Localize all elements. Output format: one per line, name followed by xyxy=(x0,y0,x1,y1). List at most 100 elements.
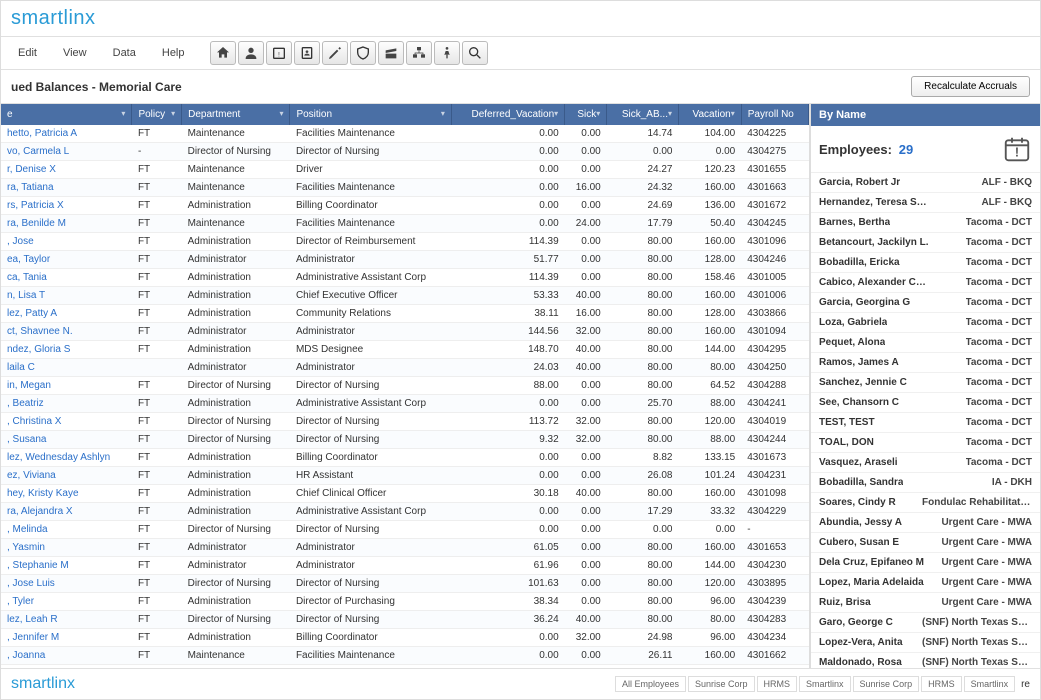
org-icon[interactable] xyxy=(406,41,432,65)
employee-item[interactable]: Garo, George C(SNF) North Texas Senior xyxy=(811,613,1040,633)
col-policy[interactable]: Policy ▾ xyxy=(132,104,182,125)
table-row[interactable]: hetto, Patricia AFTMaintenanceFacilities… xyxy=(1,125,809,143)
col-sick[interactable]: Sick ▾ xyxy=(565,104,607,125)
filter-icon[interactable]: ▾ xyxy=(731,109,735,118)
employee-item[interactable]: Cubero, Susan EUrgent Care - MWA xyxy=(811,533,1040,553)
table-row[interactable]: in, MeganFTDirector of NursingDirector o… xyxy=(1,377,809,395)
col-payroll[interactable]: Payroll No xyxy=(741,104,808,125)
clapper-icon[interactable] xyxy=(378,41,404,65)
footer-link[interactable]: HRMS xyxy=(921,676,962,692)
filter-icon[interactable]: ▾ xyxy=(121,109,125,118)
table-row[interactable]: , YasminFTAdministratorAdministrator61.0… xyxy=(1,539,809,557)
employee-item[interactable]: TOAL, DONTacoma - DCT xyxy=(811,433,1040,453)
shield-icon[interactable] xyxy=(350,41,376,65)
col-department[interactable]: Department ▾ xyxy=(182,104,290,125)
table-row[interactable]: , BeatrizFTAdministrationAdministrative … xyxy=(1,395,809,413)
table-row[interactable]: rs, Patricia XFTAdministrationBilling Co… xyxy=(1,197,809,215)
employee-item[interactable]: Hernandez, Teresa SofiaALF - BKQ xyxy=(811,193,1040,213)
menu-edit[interactable]: Edit xyxy=(7,43,48,63)
balances-table-wrap[interactable]: e ▾Policy ▾Department ▾Position ▾Deferre… xyxy=(1,104,810,668)
employee-item[interactable]: Barnes, BerthaTacoma - DCT xyxy=(811,213,1040,233)
accessible-icon[interactable] xyxy=(434,41,460,65)
table-row[interactable]: r, Denise XFTMaintenanceDriver0.000.0024… xyxy=(1,161,809,179)
pencil-icon[interactable] xyxy=(322,41,348,65)
filter-icon[interactable]: ▾ xyxy=(596,109,600,118)
table-row[interactable]: ra, TatianaFTMaintenanceFacilities Maint… xyxy=(1,179,809,197)
employee-item[interactable]: Bobadilla, SandraIA - DKH xyxy=(811,473,1040,493)
employee-item[interactable]: Ruiz, BrisaUrgent Care - MWA xyxy=(811,593,1040,613)
employee-item[interactable]: Lopez-Vera, Anita(SNF) North Texas Senio… xyxy=(811,633,1040,653)
employee-item[interactable]: Betancourt, Jackilyn L.Tacoma - DCT xyxy=(811,233,1040,253)
table-row[interactable]: lez, Patty AFTAdministrationCommunity Re… xyxy=(1,305,809,323)
employee-item[interactable]: Sanchez, Jennie CTacoma - DCT xyxy=(811,373,1040,393)
calendar-alert-icon[interactable]: ! xyxy=(266,41,292,65)
calendar-alert-icon[interactable]: ! xyxy=(1002,134,1032,164)
col-vacation[interactable]: Vacation ▾ xyxy=(679,104,742,125)
table-row[interactable]: , JoseFTAdministrationDirector of Reimbu… xyxy=(1,233,809,251)
table-row[interactable]: lez, Wednesday AshlynFTAdministrationBil… xyxy=(1,449,809,467)
col-sick_ab[interactable]: Sick_AB... ▾ xyxy=(607,104,679,125)
menu-view[interactable]: View xyxy=(52,43,98,63)
table-row[interactable]: ndez, Gloria SFTAdministrationMDS Design… xyxy=(1,341,809,359)
employee-item[interactable]: Garcia, Robert JrALF - BKQ xyxy=(811,173,1040,193)
col-position[interactable]: Position ▾ xyxy=(290,104,451,125)
footer-link[interactable]: Smartlinx xyxy=(964,676,1016,692)
filter-icon[interactable]: ▾ xyxy=(441,109,445,118)
employee-item[interactable]: Pequet, AlonaTacoma - DCT xyxy=(811,333,1040,353)
employee-item[interactable]: Dela Cruz, Epifaneo MUrgent Care - MWA xyxy=(811,553,1040,573)
employee-item[interactable]: Ramos, James ATacoma - DCT xyxy=(811,353,1040,373)
id-badge-icon[interactable] xyxy=(294,41,320,65)
table-row[interactable]: ca, TaniaFTAdministrationAdministrative … xyxy=(1,269,809,287)
filter-icon[interactable]: ▾ xyxy=(279,109,283,118)
table-row[interactable]: , Stephanie MFTAdministratorAdministrato… xyxy=(1,557,809,575)
employee-item[interactable]: Lopez, Maria AdelaidaUrgent Care - MWA xyxy=(811,573,1040,593)
employee-item[interactable]: Bobadilla, ErickaTacoma - DCT xyxy=(811,253,1040,273)
table-row[interactable]: n, Lisa TFTAdministrationChief Executive… xyxy=(1,287,809,305)
table-row[interactable]: , SusanaFTDirector of NursingDirector of… xyxy=(1,431,809,449)
employee-item[interactable]: Soares, Cindy RFondulac Rehabilitation & xyxy=(811,493,1040,513)
panel-header-by-name[interactable]: By Name xyxy=(811,104,1040,126)
cell-deferred: 148.70 xyxy=(451,341,564,359)
footer-link[interactable]: Sunrise Corp xyxy=(853,676,920,692)
footer-link[interactable]: All Employees xyxy=(615,676,686,692)
employee-item[interactable]: Abundia, Jessy AUrgent Care - MWA xyxy=(811,513,1040,533)
footer-link[interactable]: Smartlinx xyxy=(799,676,851,692)
table-row[interactable]: ct, Shavnee N.FTAdministratorAdministrat… xyxy=(1,323,809,341)
table-row[interactable]: laila CAdministratorAdministrator24.0340… xyxy=(1,359,809,377)
home-icon[interactable] xyxy=(210,41,236,65)
cell-sick: 0.00 xyxy=(565,521,607,539)
employee-item[interactable]: Vasquez, AraseliTacoma - DCT xyxy=(811,453,1040,473)
filter-icon[interactable]: ▾ xyxy=(171,109,175,118)
employee-item[interactable]: See, Chansorn CTacoma - DCT xyxy=(811,393,1040,413)
recalculate-button[interactable]: Recalculate Accruals xyxy=(911,76,1030,97)
table-row[interactable]: ea, TaylorFTAdministratorAdministrator51… xyxy=(1,251,809,269)
footer-link[interactable]: Sunrise Corp xyxy=(688,676,755,692)
filter-icon[interactable]: ▾ xyxy=(554,109,558,118)
filter-icon[interactable]: ▾ xyxy=(668,109,672,118)
table-row[interactable]: , TylerFTAdministrationDirector of Purch… xyxy=(1,593,809,611)
table-row[interactable]: , Jennifer MFTAdministrationBilling Coor… xyxy=(1,629,809,647)
table-row[interactable]: ra, Alejandra XFTAdministrationAdministr… xyxy=(1,503,809,521)
table-row[interactable]: hey, Kristy KayeFTAdministrationChief Cl… xyxy=(1,485,809,503)
table-row[interactable]: , JoannaFTMaintenanceFacilities Maintena… xyxy=(1,647,809,665)
col-name[interactable]: e ▾ xyxy=(1,104,132,125)
table-row[interactable]: lez, Leah RFTDirector of NursingDirector… xyxy=(1,611,809,629)
table-row[interactable]: ra, Benilde MFTMaintenanceFacilities Mai… xyxy=(1,215,809,233)
menu-help[interactable]: Help xyxy=(151,43,196,63)
employees-list[interactable]: Garcia, Robert JrALF - BKQHernandez, Ter… xyxy=(811,173,1040,668)
table-row[interactable]: vo, Carmela L-Director of NursingDirecto… xyxy=(1,143,809,161)
employee-item[interactable]: Loza, GabrielaTacoma - DCT xyxy=(811,313,1040,333)
table-row[interactable]: , Jose LuisFTDirector of NursingDirector… xyxy=(1,575,809,593)
col-deferred[interactable]: Deferred_Vacation ▾ xyxy=(451,104,564,125)
table-row[interactable]: ez, VivianaFTAdministrationHR Assistant0… xyxy=(1,467,809,485)
table-row[interactable]: , MelindaFTDirector of NursingDirector o… xyxy=(1,521,809,539)
table-row[interactable]: , Christina XFTDirector of NursingDirect… xyxy=(1,413,809,431)
footer-link[interactable]: HRMS xyxy=(757,676,798,692)
employee-item[interactable]: TEST, TESTTacoma - DCT xyxy=(811,413,1040,433)
employee-item[interactable]: Garcia, Georgina GTacoma - DCT xyxy=(811,293,1040,313)
person-icon[interactable] xyxy=(238,41,264,65)
employee-item[interactable]: Cabico, Alexander CasabarTacoma - DCT xyxy=(811,273,1040,293)
employee-item[interactable]: Maldonado, Rosa(SNF) North Texas Senior xyxy=(811,653,1040,668)
search-icon[interactable] xyxy=(462,41,488,65)
menu-data[interactable]: Data xyxy=(102,43,147,63)
